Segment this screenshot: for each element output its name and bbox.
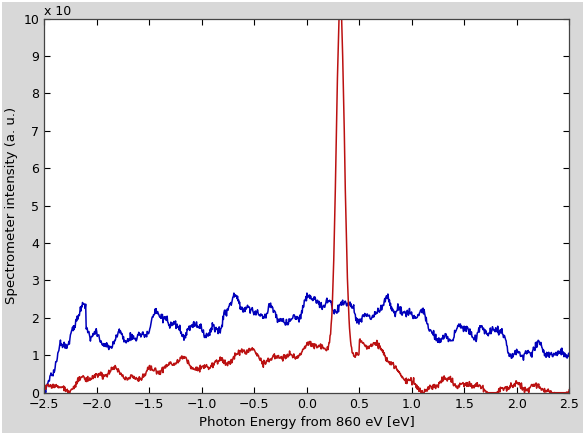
Text: x 10: x 10 xyxy=(44,5,71,18)
Y-axis label: Spectrometer intensity (a. u.): Spectrometer intensity (a. u.) xyxy=(5,107,18,304)
X-axis label: Photon Energy from 860 eV [eV]: Photon Energy from 860 eV [eV] xyxy=(199,416,415,429)
